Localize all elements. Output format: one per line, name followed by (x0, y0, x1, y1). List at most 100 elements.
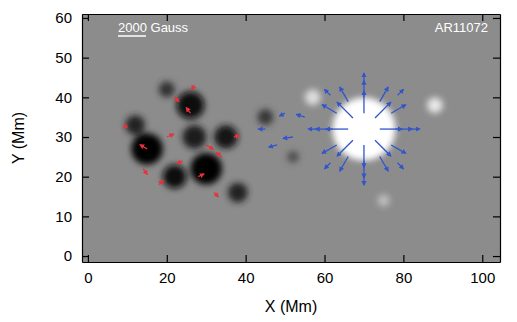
field-vector (143, 169, 147, 175)
field-vector (214, 193, 218, 197)
field-vector (175, 97, 179, 101)
field-vector (363, 177, 364, 185)
tick (325, 14, 326, 21)
tick-label: 20 (55, 168, 72, 185)
field-vector (206, 145, 213, 149)
field-vector (140, 145, 147, 149)
tick-label: 10 (55, 208, 72, 225)
field-vector (234, 136, 240, 137)
tick-label: 20 (159, 269, 176, 286)
field-patch (131, 133, 163, 165)
field-vector (186, 108, 190, 114)
tick: 80 (396, 255, 413, 286)
tick: 0 (84, 255, 92, 286)
tick-label: 50 (55, 49, 72, 66)
field-patch (125, 115, 145, 135)
x-axis: 0 20 40 60 80 100 (83, 255, 501, 286)
field-patch (287, 151, 299, 163)
tick (493, 58, 500, 59)
field-patch (183, 125, 207, 149)
tick-mark (403, 255, 404, 262)
data-area (123, 73, 443, 206)
field-vector (363, 161, 364, 178)
tick (493, 97, 500, 98)
field-vector (123, 125, 127, 128)
reference-vector (118, 35, 146, 37)
field-vector (192, 85, 195, 89)
tick-mark (493, 216, 500, 217)
tick: 100 (470, 255, 495, 286)
tick-label: 30 (55, 128, 72, 145)
tick-label: 100 (470, 269, 495, 286)
field-vector (198, 174, 204, 177)
field-vector (325, 163, 331, 169)
tick-label: 60 (317, 269, 334, 286)
field-vector (258, 128, 265, 129)
axis-line (82, 15, 83, 263)
field-vector (391, 105, 406, 113)
tick-label: 0 (64, 247, 72, 264)
tick-mark (82, 18, 89, 19)
field-vector (337, 102, 353, 118)
tick-mark (482, 255, 483, 262)
y-axis: 0 10 20 30 40 50 60 (55, 9, 89, 264)
y-axis-right (493, 15, 501, 263)
tick-mark (324, 255, 325, 262)
tick-mark (246, 14, 247, 21)
field-vector (283, 137, 293, 138)
tick-mark (82, 58, 89, 59)
tick: 60 (55, 9, 89, 26)
tick-mark (493, 137, 500, 138)
tick-label: 0 (84, 269, 92, 286)
tick (493, 216, 500, 217)
field-patch (190, 153, 222, 185)
field-vector (279, 113, 285, 116)
field-patch (163, 165, 187, 189)
field-vector (322, 105, 337, 113)
tick: 20 (159, 255, 176, 286)
field-vector (340, 87, 348, 102)
tick: 40 (238, 255, 255, 286)
tick-mark (82, 256, 89, 257)
chart: 0204060801000102030405060X (Mm)Y (Mm)200… (0, 0, 517, 322)
annotation: AR11072 (435, 20, 488, 35)
tick: 10 (55, 208, 89, 225)
field-patch (177, 91, 205, 119)
field-vector (397, 163, 403, 169)
tick: 40 (55, 89, 89, 106)
tick-mark (246, 255, 247, 262)
axis-line (83, 14, 501, 15)
tick-mark (82, 177, 89, 178)
tick-label: 80 (396, 269, 413, 286)
tick (493, 18, 500, 19)
tick-mark (493, 256, 500, 257)
tick-mark (493, 97, 500, 98)
field-vector (375, 140, 391, 156)
field-vector (308, 128, 316, 129)
field-vector (340, 156, 348, 171)
field-vector (296, 114, 304, 117)
field-vector (177, 161, 183, 164)
field-vector (396, 128, 413, 129)
tick-mark (493, 18, 500, 19)
tick: 30 (55, 128, 89, 145)
field-patch (305, 89, 321, 105)
tick-mark (82, 97, 89, 98)
tick (493, 256, 500, 257)
field-vector (337, 140, 353, 156)
field-vector (397, 89, 403, 95)
tick (246, 14, 247, 21)
tick: 0 (64, 247, 89, 264)
field-patch (228, 183, 248, 203)
tick-mark (493, 177, 500, 178)
x-axis-title: X (Mm) (265, 298, 317, 315)
tick-label: 40 (238, 269, 255, 286)
reference-label: 2000 Gauss (118, 20, 189, 35)
plot: 0 20 40 60 80 100 0 10 20 30 40 50 60 (55, 9, 500, 285)
field-vector (363, 81, 364, 98)
field-vector (167, 134, 174, 137)
axis-line (500, 15, 501, 263)
field-vector (159, 180, 163, 184)
field-vector (380, 87, 388, 102)
tick-mark (403, 14, 404, 21)
